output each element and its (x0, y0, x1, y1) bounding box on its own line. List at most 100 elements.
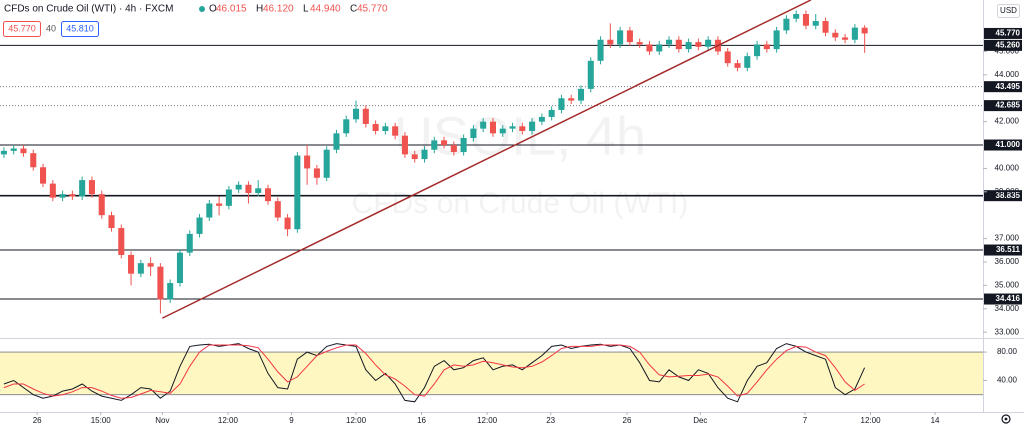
candle-body (607, 39, 614, 45)
candle-body (538, 116, 545, 122)
candle-body (656, 44, 663, 52)
candle-body (304, 155, 311, 169)
candle-body (617, 30, 624, 45)
ohlc-value: 46.015 (216, 4, 247, 15)
ohlc-value: 46.120 (263, 4, 294, 15)
x-tick-label: 7 (803, 416, 808, 425)
axes: 33.000 34.000 35.000 36.000 37.000 39.000 40.0… (33, 47, 1020, 426)
buy-box[interactable] (61, 21, 99, 37)
candle-body (343, 119, 350, 134)
y-tick-label: 36.000 (995, 257, 1020, 266)
candle-body (832, 32, 839, 38)
candle-body (421, 149, 428, 160)
x-tick-label: 12:00 (477, 416, 498, 425)
spread: 40 (46, 23, 56, 33)
candle-body (568, 98, 575, 101)
ohlc-value: 45.770 (357, 4, 388, 15)
candle-body (333, 133, 340, 150)
candle-body (79, 180, 86, 197)
last-price-label: 45.770 (996, 29, 1021, 38)
levels: 45.260 43.495 42.685 41.000 38.835 36.511 34.4… (0, 27, 1022, 305)
candle-body (69, 194, 76, 197)
candle-body (460, 138, 467, 153)
watermark-main: USOIL, 4h (394, 106, 646, 166)
gear-ring (1001, 414, 1011, 424)
candle-body (323, 149, 330, 178)
sell-box[interactable] (3, 21, 41, 37)
candle-body (167, 283, 174, 300)
candle-body (88, 180, 95, 195)
level-label-box (984, 293, 1022, 305)
header: CFDs on Crude Oil (WTI) · 4h · FXCM 45.7… (3, 4, 1020, 37)
settings-icon[interactable] (1001, 414, 1011, 424)
candle-body (0, 150, 7, 155)
candle-body (626, 30, 633, 43)
level-label: 36.511 (996, 245, 1021, 254)
indicator-band (0, 352, 983, 395)
candle-body (147, 263, 154, 267)
candle-body (157, 266, 164, 300)
candle-body (196, 217, 203, 234)
candle-body (509, 126, 516, 129)
level-label: 45.260 (996, 40, 1021, 49)
currency: USD (1000, 6, 1017, 15)
candle-body (450, 145, 457, 153)
candle-body (382, 126, 389, 131)
candle-body (783, 18, 790, 31)
candle-body (20, 148, 27, 154)
candle-body (216, 203, 223, 206)
y-tick-label: 34.000 (995, 304, 1020, 313)
level-label: 34.416 (996, 294, 1021, 303)
ohlc-key: C (350, 4, 357, 15)
candle-body (685, 42, 692, 50)
candle-body (431, 140, 438, 150)
ohlc-key: H (256, 4, 263, 15)
candle-body (587, 60, 594, 89)
candle-body (597, 39, 604, 61)
candle-body (284, 217, 291, 230)
candle-body (362, 108, 369, 124)
candle-body (206, 203, 213, 218)
x-tick-label: Nov (155, 416, 169, 425)
candle-body (441, 140, 448, 146)
candle-body (176, 252, 184, 284)
x-tick-label: 12:00 (346, 416, 367, 425)
ohlc-key: L (303, 4, 309, 15)
candle-body (225, 189, 232, 206)
y-tick-label: 44.000 (995, 70, 1020, 79)
x-tick-label: 12:00 (218, 416, 239, 425)
gear-hub (1004, 417, 1008, 421)
y-tick-label: 37.000 (995, 234, 1020, 243)
x-tick-label: 26 (623, 416, 632, 425)
candle-body (294, 155, 301, 230)
buy-price: 45.810 (66, 23, 94, 33)
candle-body (255, 188, 262, 193)
candle-body (245, 184, 252, 193)
candle-body (529, 121, 536, 131)
indicator-tick-label: 40.00 (997, 376, 1018, 385)
candle-body (401, 135, 408, 155)
currency-box[interactable] (997, 4, 1020, 18)
y-tick-label: 35.000 (995, 280, 1020, 289)
candle-body (744, 56, 751, 68)
candle-body (49, 183, 56, 198)
candle-body (470, 128, 477, 139)
candle-body (137, 263, 144, 274)
indicator-line (3, 343, 866, 403)
x-tick-label: 12:00 (861, 416, 882, 425)
level-label-box (984, 190, 1022, 202)
candle-body (548, 109, 555, 117)
level-label: 42.685 (996, 101, 1021, 110)
candle-body (98, 194, 105, 216)
candle-body (30, 153, 37, 168)
level-label-box (984, 244, 1022, 256)
ohlc-value: 44.940 (310, 4, 341, 15)
level-label-box (984, 100, 1022, 112)
y-tick-label: 33.000 (995, 327, 1020, 336)
candle-body (108, 215, 115, 229)
candle-body (59, 194, 66, 198)
candle-body (274, 201, 281, 218)
candle-body (128, 254, 135, 274)
